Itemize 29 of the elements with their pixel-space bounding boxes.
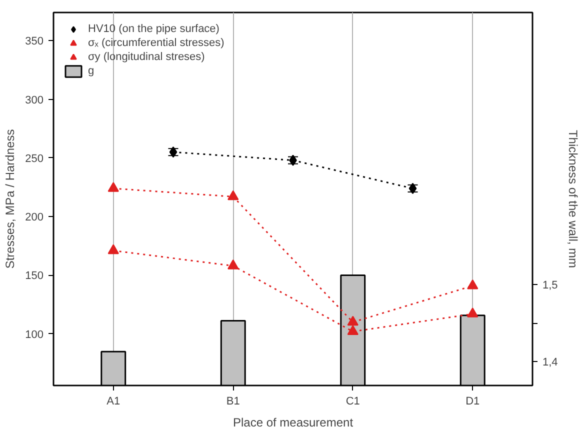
x-tick-label: C1 xyxy=(346,396,360,408)
point xyxy=(169,146,178,158)
x-tick-label: B1 xyxy=(226,396,240,408)
legend-label: HV10 (on the pipe surface) xyxy=(88,22,220,36)
y-tick-label: 200 xyxy=(25,212,44,224)
point xyxy=(228,190,239,200)
x-axis-title: Place of measurement xyxy=(232,416,354,430)
legend-label: σy (longitudinal streses) xyxy=(88,50,205,64)
point xyxy=(228,259,239,270)
legend-label: g xyxy=(88,64,96,78)
y-tick-label: 150 xyxy=(25,270,44,282)
legend-label: σₓ (circumferential stresses) xyxy=(88,36,224,50)
y-tick-label: 350 xyxy=(25,36,44,48)
y2-tick-label: 1,5 xyxy=(542,280,558,292)
y2-tick-label: 1,4 xyxy=(542,356,558,369)
y2-axis-title: Thickness of the wall, mm xyxy=(566,130,580,268)
point xyxy=(467,279,478,290)
y-tick-label: 100 xyxy=(25,328,44,341)
y-axis-title: Stresses, MPa / Hardness xyxy=(3,129,18,269)
point xyxy=(347,325,358,336)
point xyxy=(108,244,119,254)
point xyxy=(347,316,358,326)
y-tick-label: 300 xyxy=(25,94,44,106)
y-tick-label: 250 xyxy=(25,152,44,165)
point xyxy=(467,308,478,318)
point xyxy=(108,182,119,192)
x-tick-label: D1 xyxy=(466,396,480,408)
x-tick-label: A1 xyxy=(106,396,120,408)
point xyxy=(408,182,417,194)
